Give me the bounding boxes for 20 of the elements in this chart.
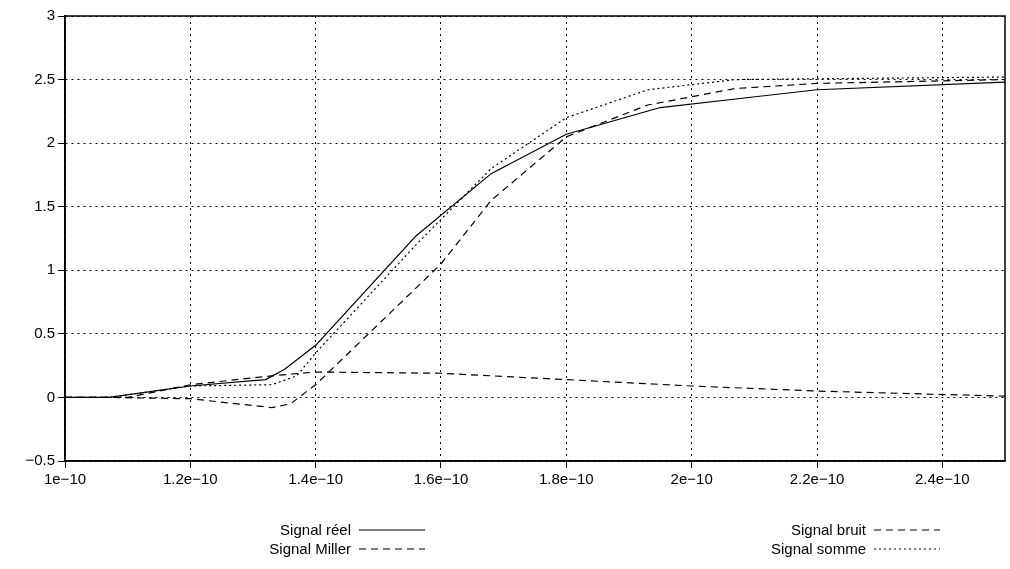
x-tick-label: 1.8e−10 <box>539 470 594 488</box>
y-tick-label: 3 <box>46 6 55 24</box>
y-tick-label: 1 <box>46 260 55 278</box>
legend-label: Signal somme <box>770 539 866 558</box>
y-tick-label: 0.5 <box>34 324 55 341</box>
x-tick-label: 1.4e−10 <box>288 470 343 488</box>
y-tick-label: 2.5 <box>34 69 55 87</box>
x-tick-label: 1.6e−10 <box>413 470 469 488</box>
legend-label: Signal bruit <box>790 520 866 539</box>
x-tick-label: 2.2e−10 <box>789 470 845 488</box>
y-tick-label: 2 <box>46 133 55 151</box>
legend-label: Signal réel <box>280 520 351 539</box>
x-tick-label: 2.4e−10 <box>915 470 970 488</box>
y-tick-label: 0 <box>46 387 55 405</box>
x-tick-label: 1e−10 <box>43 470 87 488</box>
x-tick-label: 2e−10 <box>670 470 713 488</box>
legend-label: Signal Miller <box>269 539 351 558</box>
y-tick-label: 1.5 <box>34 196 55 214</box>
y-tick-label: −0.5 <box>25 451 55 469</box>
x-tick-label: 1.2e−10 <box>163 470 218 488</box>
